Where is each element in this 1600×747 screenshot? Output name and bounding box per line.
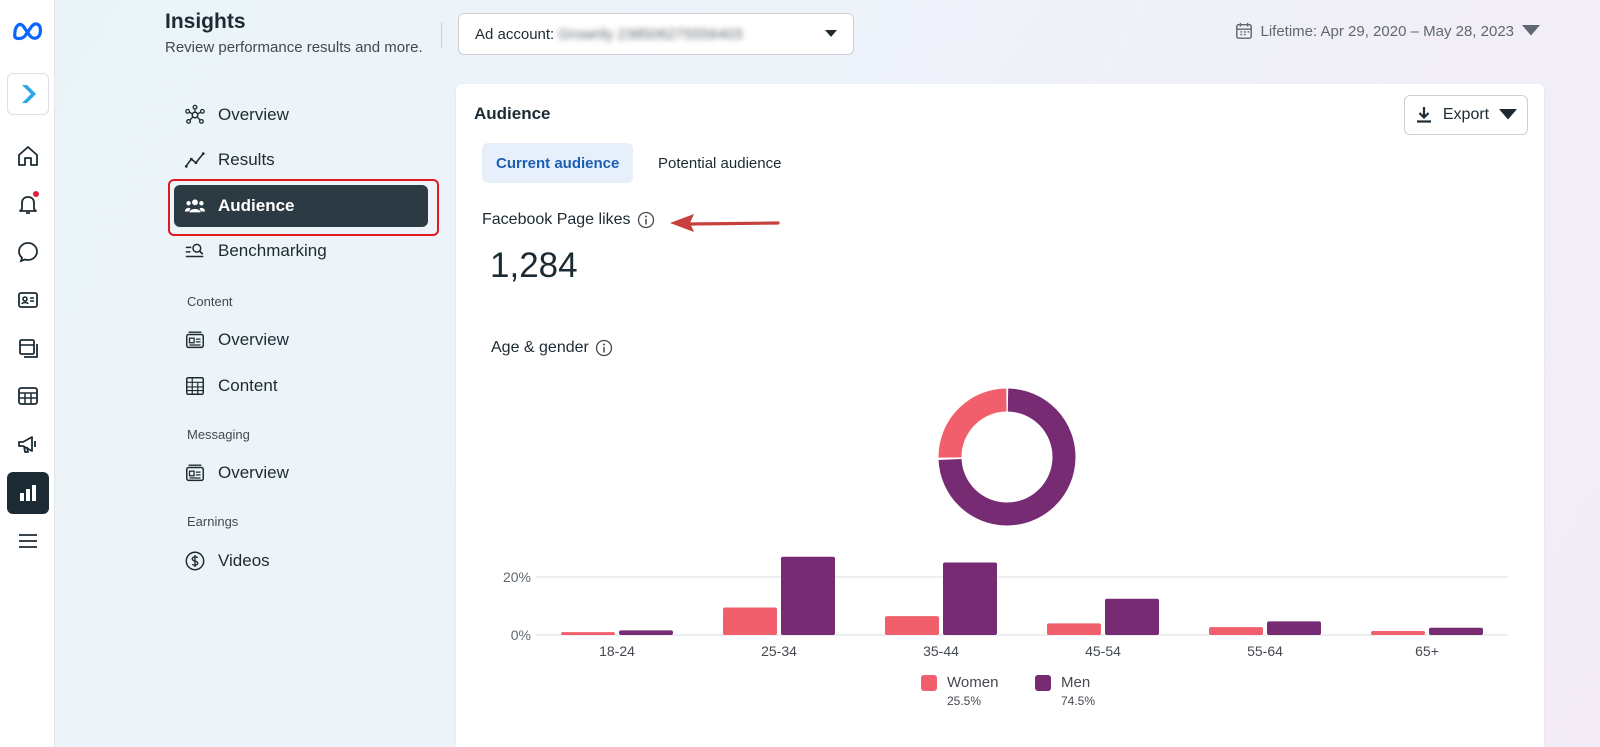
global-nav-rail (0, 0, 55, 747)
legend-men-share: 74.5% (1061, 694, 1096, 708)
ads-megaphone-icon[interactable] (7, 423, 49, 465)
notifications-icon[interactable] (7, 183, 49, 225)
bar-men-35-44 (943, 562, 997, 635)
content-cards-icon (186, 331, 204, 349)
notification-dot (33, 191, 39, 197)
men-swatch (1035, 674, 1051, 691)
ad-account-label: Ad account: (475, 25, 555, 43)
x-tick-label: 35-44 (923, 643, 959, 659)
insights-bar-chart-icon[interactable] (7, 472, 49, 514)
bar-men-25-34 (781, 556, 835, 635)
inbox-icon[interactable] (7, 231, 49, 273)
x-tick-label: 55-64 (1247, 643, 1283, 659)
nav-section-title: Content (187, 294, 233, 309)
annotation-arrow-icon (670, 214, 780, 232)
bar-men-65+ (1429, 627, 1483, 635)
calendar-icon (1235, 22, 1252, 39)
nav-item-results[interactable]: Results (174, 139, 428, 181)
bar-women-65+ (1371, 630, 1425, 635)
page-subtitle: Review performance results and more. (165, 39, 423, 56)
nav-section-title: Earnings (187, 514, 239, 529)
nav-item-audience[interactable]: Audience (174, 185, 428, 227)
page-title: Insights (165, 10, 246, 33)
age-gender-chart: 20% 0% 18-24 25-34 35-44 45-54 55-64 65+ (503, 388, 1508, 659)
tab-current-audience[interactable]: Current audience (482, 143, 634, 183)
dollar-circle-icon (185, 551, 205, 571)
x-tick-label: 25-34 (761, 643, 797, 659)
nav-item-videos[interactable]: Videos (174, 540, 428, 582)
date-range-picker[interactable]: Lifetime: Apr 29, 2020 – May 28, 2023 (1235, 22, 1540, 40)
nav-item-overview[interactable]: Overview (174, 94, 428, 136)
nav-item-label: Benchmarking (218, 241, 327, 260)
x-tick-label: 65+ (1415, 643, 1439, 659)
nav-item-label: Videos (218, 551, 270, 570)
tab-potential-audience[interactable]: Potential audience (658, 154, 782, 172)
legend-women-label: Women (947, 674, 999, 691)
ad-account-value: Growrily 238506275556403 (558, 25, 743, 43)
caret-down-icon (1499, 109, 1518, 120)
benchmark-search-icon (185, 243, 204, 258)
download-icon (1416, 107, 1431, 123)
nav-section-title: Messaging (187, 427, 250, 442)
network-nodes-icon (185, 104, 205, 124)
people-icon (184, 199, 206, 213)
nav-item-benchmarking[interactable]: Benchmarking (174, 230, 428, 272)
header-divider (441, 22, 442, 48)
x-tick-label: 45-54 (1085, 643, 1121, 659)
bar-women-25-34 (723, 607, 777, 635)
info-icon[interactable] (595, 339, 613, 357)
age-gender-label-group: Age & gender (491, 339, 613, 357)
content-library-icon[interactable] (7, 327, 49, 369)
donut-slice-women (938, 388, 1076, 526)
legend-men[interactable]: Men 74.5% (1035, 674, 1095, 708)
caret-down-icon (1522, 25, 1540, 36)
donut-slice-men (938, 388, 1076, 526)
caret-down-icon (825, 30, 837, 37)
bar-men-18-24 (619, 630, 673, 635)
nav-item-label: Results (218, 150, 275, 169)
page-avatar-icon[interactable] (7, 73, 49, 115)
planner-table-icon[interactable] (7, 375, 49, 417)
bar-men-55-64 (1267, 621, 1321, 635)
page-likes-label: Facebook Page likes (482, 211, 631, 228)
nav-item-content-overview[interactable]: Overview (174, 319, 428, 361)
bar-women-55-64 (1209, 627, 1263, 635)
y-tick-label: 0% (511, 627, 531, 643)
table-grid-icon (186, 377, 204, 395)
age-gender-label: Age & gender (491, 339, 589, 356)
legend-men-label: Men (1061, 674, 1091, 691)
ad-account-select[interactable]: Ad account: Growrily 238506275556403 (458, 13, 854, 55)
bar-women-45-54 (1047, 623, 1101, 635)
date-range-text: Lifetime: Apr 29, 2020 – May 28, 2023 (1260, 22, 1515, 40)
bar-men-45-54 (1105, 598, 1159, 635)
card-title: Audience (474, 104, 551, 123)
contacts-card-icon[interactable] (7, 279, 49, 321)
legend-women[interactable]: Women 25.5% (921, 674, 998, 708)
nav-item-label: Overview (218, 463, 289, 482)
menu-hamburger-icon[interactable] (7, 520, 49, 562)
content-cards-icon (186, 464, 204, 482)
home-icon[interactable] (7, 135, 49, 177)
meta-logo-icon[interactable] (7, 9, 49, 51)
y-tick-label: 20% (503, 569, 531, 585)
nav-item-label: Overview (218, 330, 289, 349)
page-likes-label-group: Facebook Page likes (482, 211, 655, 229)
nav-item-label: Audience (218, 196, 295, 215)
nav-item-content[interactable]: Content (174, 365, 428, 407)
trend-line-icon (184, 152, 205, 168)
info-icon[interactable] (637, 211, 655, 229)
nav-item-label: Overview (218, 105, 289, 124)
audience-highlight-box (168, 179, 439, 236)
bar-women-35-44 (885, 616, 939, 635)
export-label: Export (1442, 106, 1490, 123)
bar-women-18-24 (561, 632, 615, 635)
page-likes-value: 1,284 (490, 246, 578, 285)
nav-item-label: Content (218, 376, 278, 395)
export-button[interactable]: Export (1404, 95, 1528, 135)
women-swatch (921, 674, 937, 691)
legend-women-share: 25.5% (947, 694, 982, 708)
x-tick-label: 18-24 (599, 643, 635, 659)
audience-card: Audience Export Current audience Potenti… (456, 84, 1544, 747)
nav-item-messaging-overview[interactable]: Overview (174, 452, 428, 494)
